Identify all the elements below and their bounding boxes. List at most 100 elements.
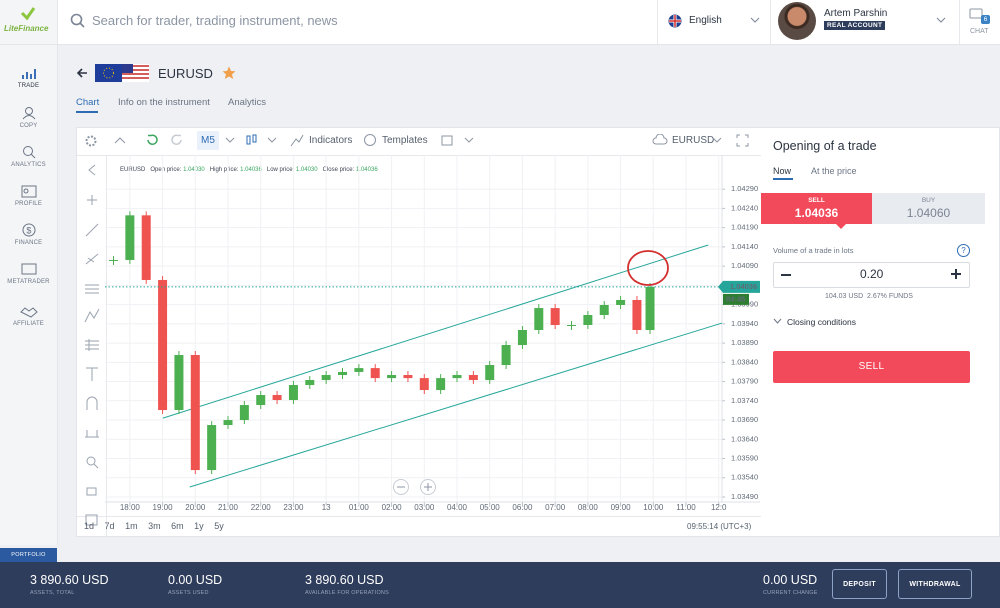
help-icon[interactable]: ? bbox=[957, 244, 970, 257]
avatar[interactable] bbox=[778, 2, 816, 40]
change-label: CURRENT CHANGE bbox=[763, 590, 818, 596]
legend-label: Close price: bbox=[322, 167, 355, 173]
candle bbox=[645, 286, 655, 330]
indicators-icon bbox=[290, 134, 304, 147]
legend-value: 1.04030 bbox=[183, 167, 205, 173]
nav-profile[interactable]: PROFILE bbox=[0, 185, 57, 207]
candle-timer: 04:45 bbox=[726, 294, 745, 303]
logo-text: LiteFinance bbox=[4, 24, 49, 33]
chevron[interactable] bbox=[712, 137, 722, 145]
candle bbox=[239, 405, 249, 421]
tab-active[interactable]: Chart bbox=[76, 97, 100, 108]
y-tick-label: 1.03640 bbox=[731, 434, 758, 443]
nav-label: AFFILIATE bbox=[12, 321, 45, 327]
y-tick-label: 1.04140 bbox=[731, 242, 758, 251]
x-tick-label: 01:00 bbox=[349, 503, 370, 512]
stat-value: 0.00 USD bbox=[168, 573, 223, 587]
chart-symbol[interactable]: EURUSD bbox=[672, 135, 715, 146]
candle bbox=[223, 420, 233, 426]
volume-input[interactable] bbox=[773, 262, 970, 288]
chat-icon[interactable] bbox=[969, 7, 985, 23]
redo-icon[interactable] bbox=[170, 133, 184, 147]
user-name[interactable]: Artem Parshin bbox=[824, 8, 888, 19]
favorite-star[interactable] bbox=[222, 66, 236, 80]
x-tick-label: 20:00 bbox=[185, 503, 206, 512]
undo-icon[interactable] bbox=[145, 133, 159, 147]
nav-icon bbox=[21, 185, 36, 198]
settings-icon[interactable] bbox=[84, 134, 98, 148]
period-selector: 1d 7d 1m 3m 6m 1y 5y bbox=[84, 521, 224, 531]
nav-affiliate[interactable]: AFFILIATE bbox=[0, 306, 57, 327]
price-chart: 1.03490 1.03540 1.03590 1.03640 1.03690 1.037… bbox=[84, 155, 760, 526]
nav-metatrader[interactable]: METATRADER bbox=[0, 263, 57, 285]
sell-quote[interactable]: SELL 1.04036 bbox=[761, 193, 872, 224]
period[interactable]: 1d bbox=[84, 521, 95, 531]
nav-finance[interactable]: $ FINANCE bbox=[0, 223, 57, 246]
collapse-icon[interactable] bbox=[114, 136, 126, 146]
sell-button[interactable]: SELL bbox=[773, 351, 970, 383]
chevron[interactable] bbox=[267, 137, 277, 145]
buy-price: 1.04060 bbox=[906, 206, 951, 220]
y-tick-label: 1.04090 bbox=[731, 261, 758, 270]
buy-quote[interactable]: BUY 1.04060 bbox=[872, 193, 985, 224]
nav-analytics[interactable]: ANALYTICS bbox=[0, 145, 57, 168]
x-tick-label: 08:00 bbox=[578, 503, 599, 512]
nav-icon bbox=[21, 263, 36, 275]
nav-copy[interactable]: COPY bbox=[0, 106, 57, 129]
chevron[interactable] bbox=[225, 137, 235, 145]
indicators-button[interactable]: Indicators bbox=[309, 135, 353, 146]
logo-box[interactable]: LiteFinance bbox=[0, 0, 58, 44]
tab[interactable]: Analytics bbox=[228, 97, 267, 108]
legend-label: High price: bbox=[209, 167, 239, 173]
chart-toolbar bbox=[77, 128, 761, 156]
logo-icon bbox=[20, 7, 36, 21]
legend-label: Open price: bbox=[150, 167, 182, 173]
candle bbox=[501, 345, 511, 366]
divider bbox=[77, 516, 761, 517]
cloud-icon bbox=[652, 134, 668, 145]
nav-icon bbox=[21, 69, 36, 79]
nav-trade[interactable]: TRADE bbox=[0, 68, 57, 89]
closing-conditions[interactable]: Closing conditions bbox=[787, 317, 856, 327]
candle bbox=[616, 299, 626, 305]
stat-value: 3 890.60 USD bbox=[305, 573, 384, 587]
trade-tab-active[interactable]: Now bbox=[773, 166, 792, 176]
tab[interactable]: Info on the instrument bbox=[118, 97, 210, 108]
nav-icon bbox=[19, 307, 38, 318]
flag-uk bbox=[668, 14, 682, 28]
period[interactable]: 1m bbox=[125, 521, 138, 531]
period[interactable]: 5y bbox=[214, 521, 224, 531]
candle bbox=[288, 385, 298, 401]
period[interactable]: 6m bbox=[171, 521, 184, 531]
language[interactable]: English bbox=[689, 15, 722, 26]
search-input[interactable]: Search for trader, trading instrument, n… bbox=[92, 13, 338, 28]
svg-text:$: $ bbox=[26, 226, 31, 236]
x-tick-label: 10:00 bbox=[643, 503, 664, 512]
period[interactable]: 7d bbox=[104, 521, 115, 531]
candle bbox=[109, 259, 119, 261]
period[interactable]: 1y bbox=[194, 521, 204, 531]
chevron[interactable] bbox=[464, 137, 474, 145]
sell-pointer bbox=[836, 224, 846, 229]
candle bbox=[419, 378, 429, 391]
templates-button[interactable]: Templates bbox=[382, 135, 428, 146]
withdrawal-button[interactable]: WITHDRAWAL bbox=[898, 569, 972, 599]
margin-info: 104.03 USD 2.67% FUNDS bbox=[825, 293, 913, 300]
chart-type-icon[interactable] bbox=[245, 133, 259, 147]
decrease-button[interactable] bbox=[780, 270, 792, 280]
timeframe[interactable]: M5 bbox=[197, 131, 219, 150]
portfolio-tab[interactable]: PORTFOLIO bbox=[0, 548, 57, 562]
trade-tab[interactable]: At the price bbox=[811, 166, 857, 176]
y-tick-label: 1.03840 bbox=[731, 357, 758, 366]
back-arrow[interactable] bbox=[76, 67, 88, 79]
period[interactable]: 3m bbox=[148, 521, 161, 531]
increase-button[interactable] bbox=[950, 268, 962, 280]
x-tick-label: 04:00 bbox=[447, 503, 468, 512]
nav-label: FINANCE bbox=[14, 240, 43, 246]
chat-label[interactable]: CHAT bbox=[970, 28, 989, 35]
candle bbox=[567, 324, 577, 326]
chevron bbox=[750, 17, 760, 23]
calendar-icon[interactable] bbox=[441, 134, 454, 147]
deposit-button[interactable]: DEPOSIT bbox=[832, 569, 887, 599]
fullscreen-icon[interactable] bbox=[736, 134, 749, 147]
